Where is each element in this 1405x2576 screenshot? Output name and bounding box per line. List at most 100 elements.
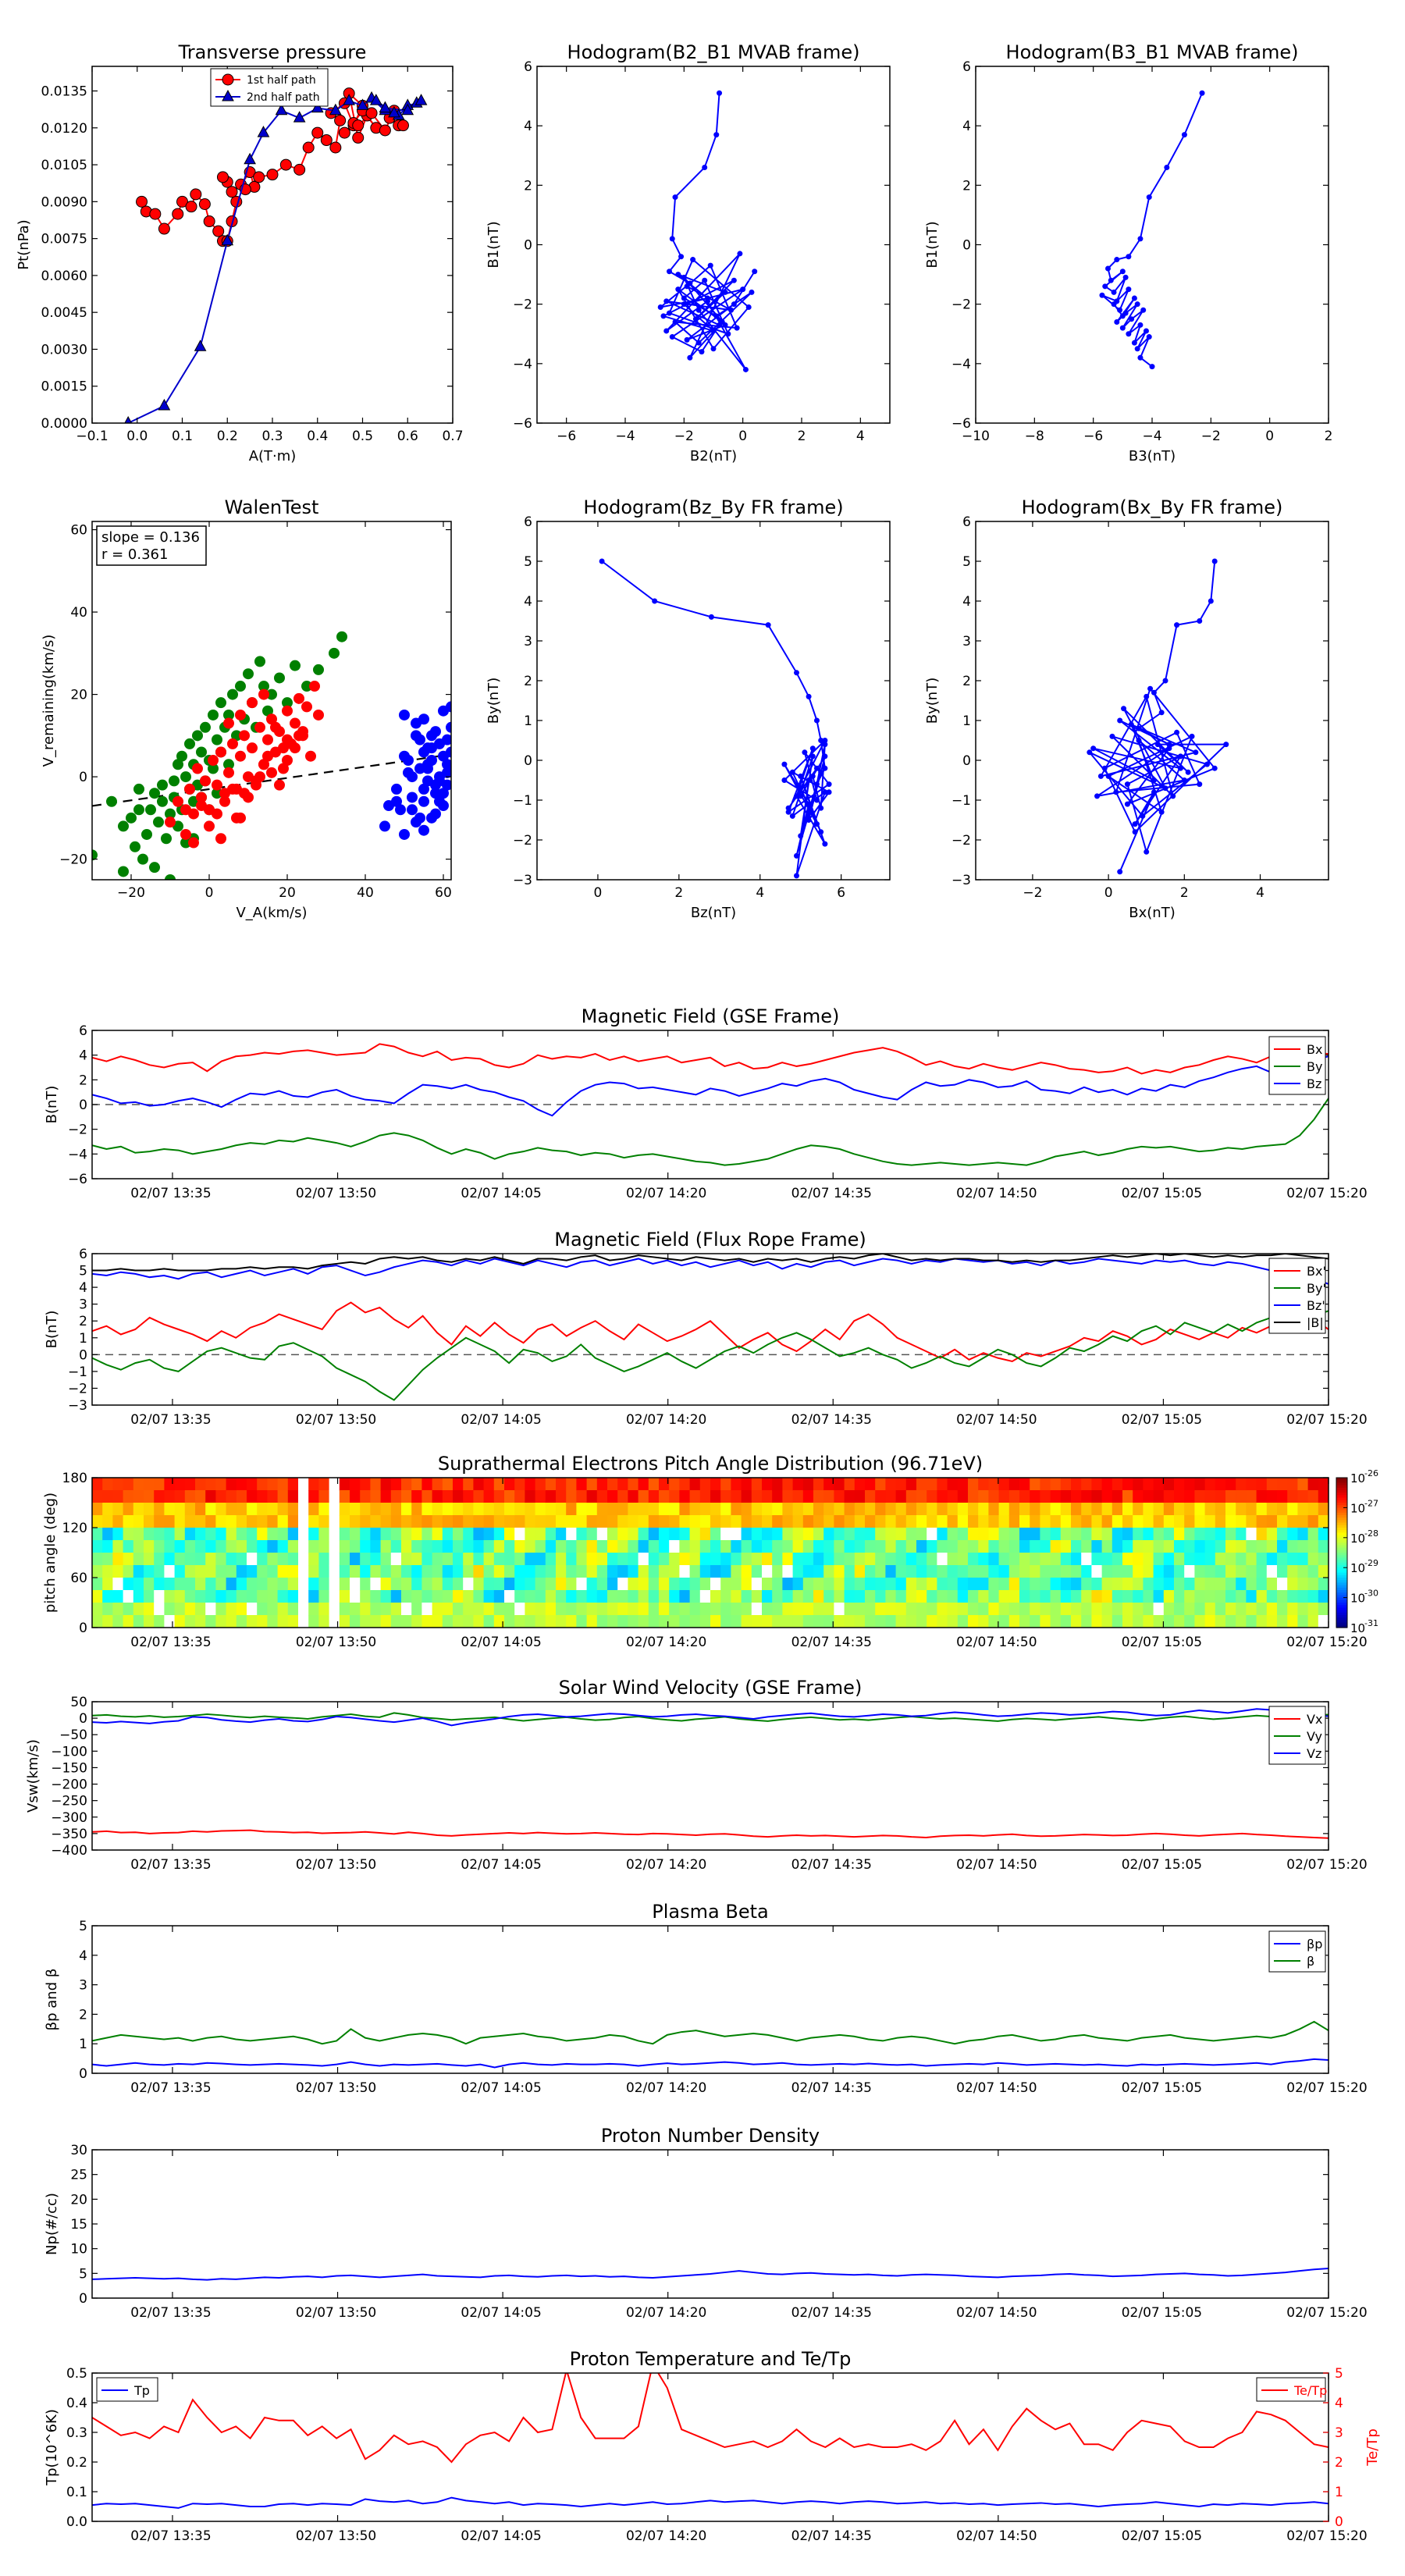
pad-cell <box>1163 1540 1175 1553</box>
hodogram_bx_by-ytick-label: 5 <box>962 554 971 570</box>
hodogram_b3_b1-series-0-point <box>1199 90 1205 96</box>
pad-cell <box>92 1603 103 1616</box>
pad-cell <box>1050 1478 1062 1491</box>
pad-cell <box>679 1540 691 1553</box>
pad-cell <box>617 1565 628 1578</box>
pad-cell <box>195 1515 206 1528</box>
pad-cell <box>937 1615 948 1628</box>
walen_test-series-0-point <box>290 660 301 671</box>
pad-cell <box>751 1603 763 1616</box>
hodogram_b3_b1-series-0-point <box>1105 265 1111 272</box>
pad-cell <box>1008 1503 1020 1516</box>
hodogram_bx_by-ylabel: By(nT) <box>924 678 941 724</box>
pad-cell <box>699 1590 711 1603</box>
pad-cell <box>865 1603 876 1616</box>
pad-cell <box>659 1528 670 1541</box>
walen_test-series-1-point <box>239 788 250 799</box>
pad-cell <box>195 1565 206 1578</box>
walen_test-series-0-point <box>227 688 238 700</box>
pad-cell <box>195 1615 206 1628</box>
colorbar-base: 10 <box>1350 1532 1365 1546</box>
pad-cell <box>257 1565 268 1578</box>
hodogram_bz_by-ytick-label: 6 <box>524 514 532 530</box>
pad-cell <box>1246 1578 1257 1591</box>
pad-cell <box>628 1490 639 1503</box>
pad-cell <box>1040 1590 1051 1603</box>
pad-cell <box>1030 1515 1040 1528</box>
pad-cell <box>308 1478 319 1491</box>
pad-cell <box>442 1603 454 1616</box>
pad-cell <box>937 1578 948 1591</box>
pad-cell <box>164 1515 176 1528</box>
transverse_pressure-ytick-label: 0.0030 <box>41 342 87 358</box>
pad-cell <box>741 1540 752 1553</box>
pad-cell <box>1122 1590 1133 1603</box>
pad-cell <box>556 1540 567 1553</box>
mag_fr-series-0 <box>92 1301 1329 1363</box>
pad-cell <box>998 1540 1010 1553</box>
pad-cell <box>1019 1603 1030 1616</box>
pad-cell <box>380 1578 392 1591</box>
pad-cell <box>493 1553 505 1566</box>
walen_test-series-1-point <box>212 808 222 820</box>
hodogram_bx_by-ytick-label: −1 <box>951 793 971 809</box>
pad-cell <box>802 1615 814 1628</box>
pad-cell <box>257 1553 268 1566</box>
pad-cell <box>1050 1603 1062 1616</box>
pad-cell <box>1071 1553 1082 1566</box>
pad-cell <box>1204 1578 1216 1591</box>
pad-cell <box>287 1553 299 1566</box>
pad-cell <box>493 1615 505 1628</box>
walen_test-series-1-point <box>278 763 289 774</box>
pad-cell <box>556 1490 567 1503</box>
pad-cell <box>1060 1578 1072 1591</box>
pad-cell <box>823 1553 834 1566</box>
transverse_pressure-ytick-label: 0.0015 <box>41 379 87 395</box>
transverse_pressure-ytick-label: 0.0135 <box>41 84 87 100</box>
pad-cell <box>380 1528 392 1541</box>
hodogram_bz_by-series-0-point <box>818 805 824 811</box>
pad-cell <box>669 1590 680 1603</box>
pad-cell <box>1297 1578 1309 1591</box>
pad-cell <box>617 1478 628 1491</box>
pad-cell <box>720 1528 731 1541</box>
pad-cell <box>576 1540 588 1553</box>
pad-cell <box>174 1590 186 1603</box>
walen_test-series-0-point <box>157 779 168 791</box>
pad-cell <box>607 1528 618 1541</box>
pad-cell <box>473 1478 485 1491</box>
pad-cell <box>154 1540 165 1553</box>
hodogram_b3_b1-series-0-point <box>1146 334 1152 340</box>
pad-cell <box>895 1590 907 1603</box>
pad-cell <box>638 1528 649 1541</box>
pad-cell <box>1184 1553 1195 1566</box>
pad-cell <box>287 1565 299 1578</box>
pad-cell <box>144 1553 155 1566</box>
hodogram_b3_b1-ylabel: B1(nT) <box>924 221 941 268</box>
pad-cell <box>1236 1615 1247 1628</box>
pad-cell <box>1297 1503 1309 1516</box>
pad-cell <box>751 1478 763 1491</box>
transverse_pressure-series-line-1 <box>127 97 422 423</box>
pad-cell <box>792 1515 804 1528</box>
colorbar-segment <box>1336 1582 1347 1586</box>
walen_test-series-1-point <box>204 820 215 832</box>
pad-cell <box>957 1528 969 1541</box>
pad-cell <box>638 1603 649 1616</box>
transverse_pressure-series-0-point <box>320 134 333 147</box>
pad-cell <box>1030 1503 1040 1516</box>
pad-cell <box>236 1565 247 1578</box>
transverse_pressure-series-0-point <box>293 163 306 176</box>
colorbar-segment <box>1336 1622 1347 1626</box>
mag_fr-time-label: 02/07 15:05 <box>1122 1412 1202 1428</box>
pad-cell <box>1071 1478 1082 1491</box>
pad-cell <box>473 1515 485 1528</box>
hodogram_b3_b1-xtick-label: −10 <box>962 429 990 444</box>
hodogram_bz_by-series-0-point <box>818 829 824 835</box>
pad-cell <box>792 1603 804 1616</box>
mag_fr-time-label: 02/07 14:35 <box>791 1412 872 1428</box>
walen_test-series-0-point <box>165 874 176 880</box>
plasma_beta-ytick-label: 4 <box>79 1948 87 1964</box>
pad-cell <box>411 1515 422 1528</box>
